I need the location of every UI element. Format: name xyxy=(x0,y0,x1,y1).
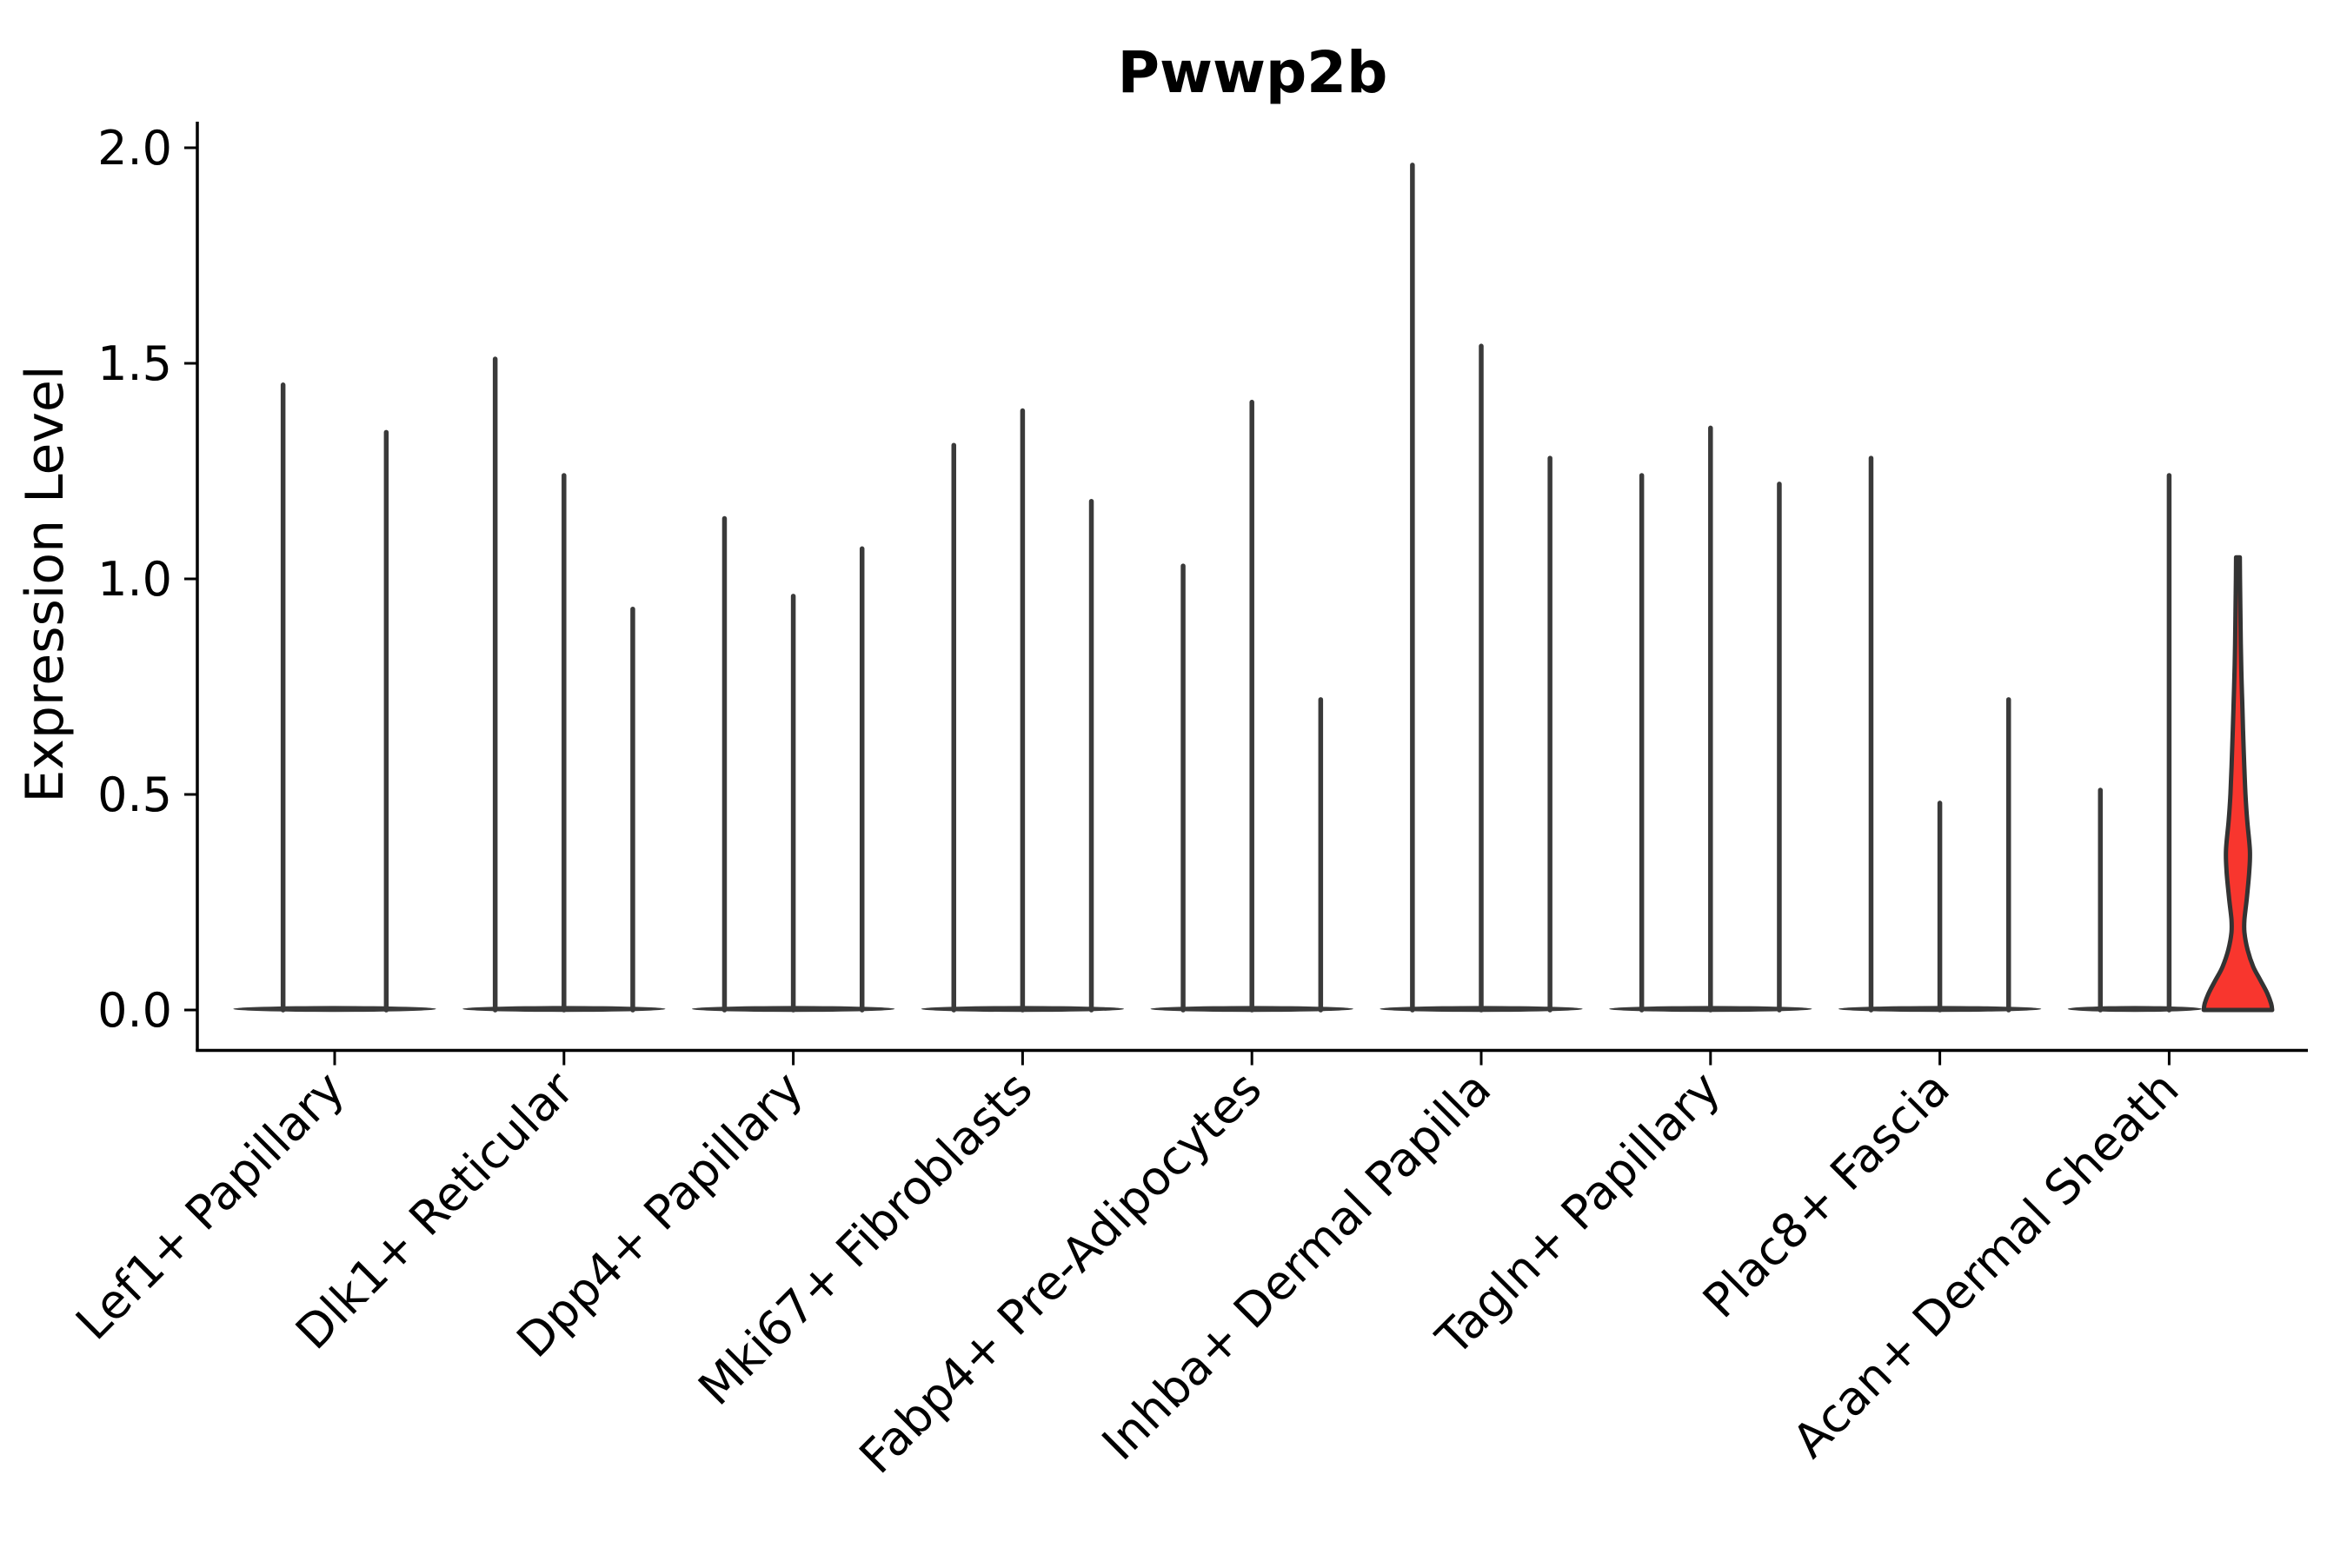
violin-base-bar xyxy=(1380,1006,1583,1013)
violin-base-bar xyxy=(462,1006,666,1013)
y-tick-label: 0.0 xyxy=(97,983,172,1038)
violin-base-bar xyxy=(1150,1006,1353,1013)
y-tick-label: 1.0 xyxy=(97,552,172,607)
y-axis-label: Expression Level xyxy=(15,365,76,802)
violin-base-bar xyxy=(921,1006,1125,1013)
y-tick-label: 1.5 xyxy=(97,336,172,391)
highlighted-violin xyxy=(2201,555,2275,1013)
y-tick-label: 2.0 xyxy=(97,121,172,176)
y-tick-label: 0.5 xyxy=(97,767,172,822)
violin-base-bar xyxy=(1609,1006,1812,1013)
violin-base-bar xyxy=(691,1006,895,1013)
chart-title: Pwwp2b xyxy=(1118,39,1388,106)
violin-base-bar xyxy=(1838,1006,2042,1013)
violin-base-bar xyxy=(233,1006,436,1013)
violin-base-bar xyxy=(2067,1006,2202,1013)
